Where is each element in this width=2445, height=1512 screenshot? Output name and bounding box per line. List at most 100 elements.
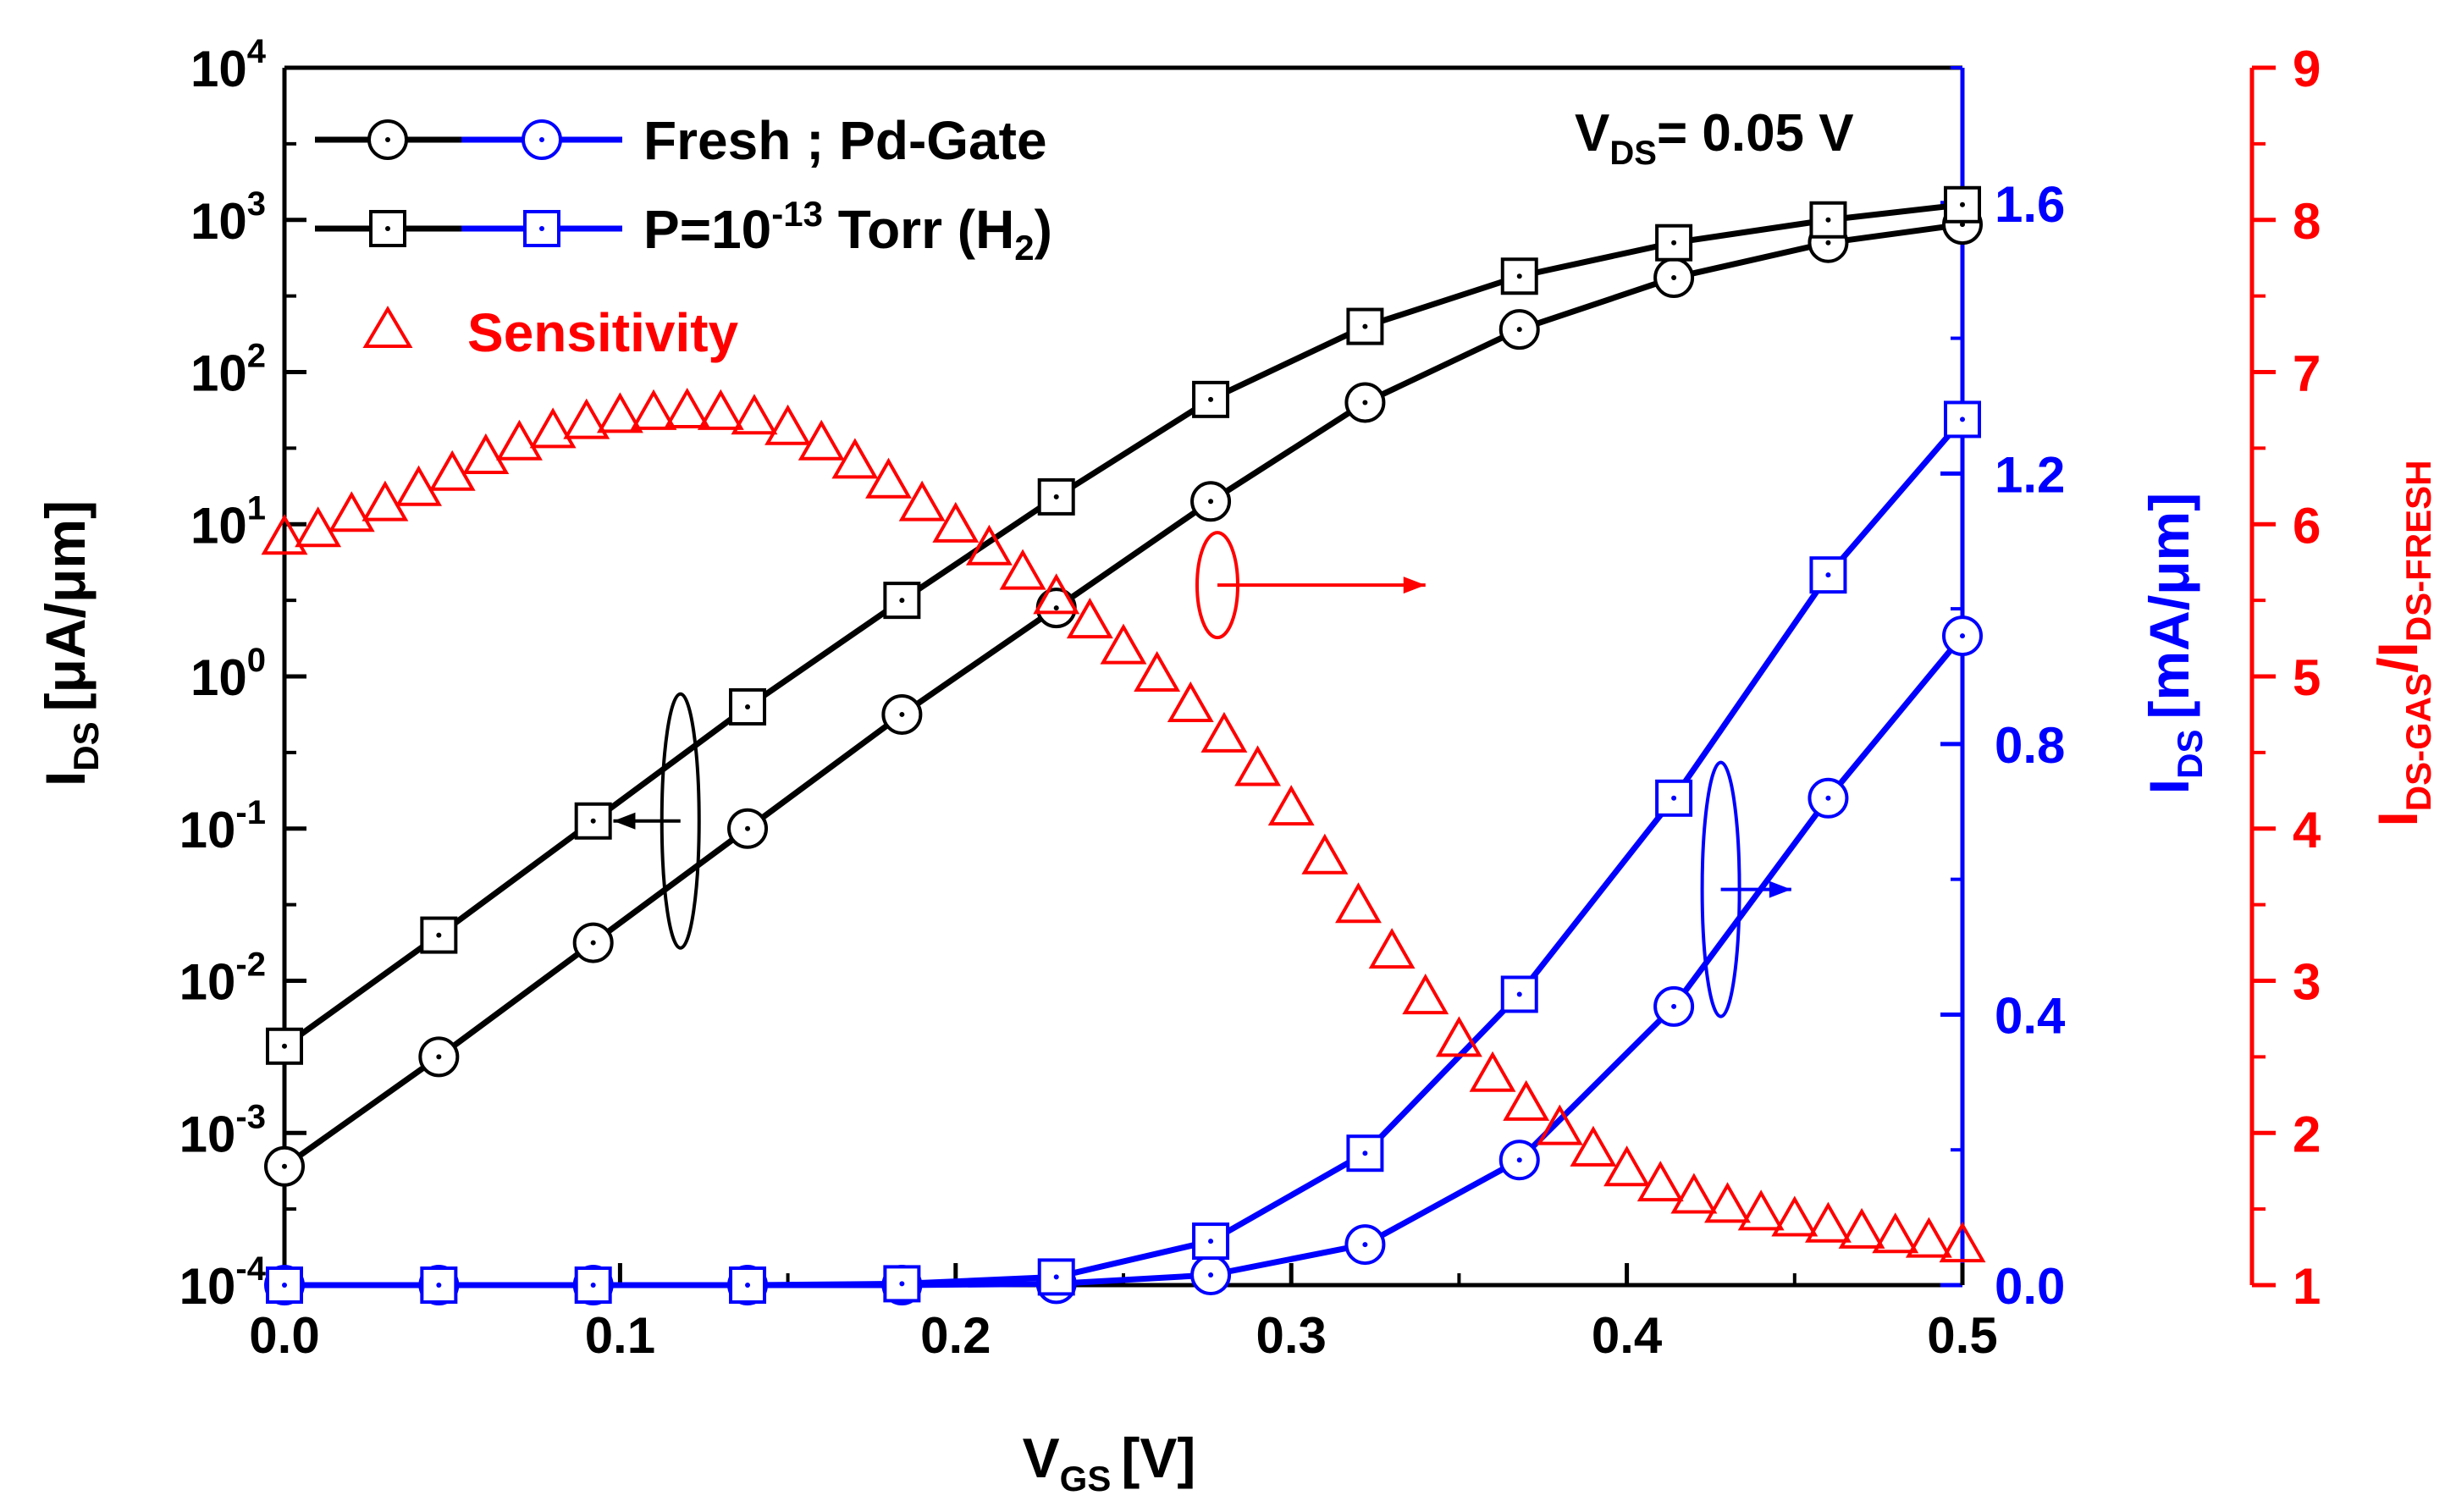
data-point [1402,974,1449,1015]
data-point [529,407,577,449]
data-point-dot [745,1283,751,1288]
data-point [1200,711,1248,753]
data-point-dot [1516,273,1522,279]
x-tick-label: 0.4 [1592,1307,1663,1364]
data-point-dot [1825,572,1831,578]
legend-fresh: Fresh ; Pd-Gate [315,110,1047,171]
right2-tick-label: 5 [2293,649,2321,706]
data-point [1771,1195,1819,1237]
data-point [764,404,812,445]
data-point-dot [590,940,596,946]
data-point [596,392,643,433]
right2-tick-label: 6 [2293,497,2321,554]
right1-tick-label: 0.4 [1995,987,2066,1044]
data-point [729,687,767,726]
x-tick-label: 0.3 [1256,1307,1326,1364]
right1-axis-title-sub: DS [2170,730,2210,779]
x-axis-title-main: V [1023,1426,1060,1489]
left-axis-title-sub: DS [66,721,106,770]
data-point-dot [590,818,596,824]
right1-axis-title-unit: [mA/μm] [2138,493,2200,720]
left-tick-label: 10-3 [179,1098,266,1162]
data-point-dot [1362,323,1368,329]
data-point [1704,1182,1751,1223]
data-point [898,480,946,521]
data-point-dot [1208,396,1214,402]
data-point-dot [1208,1239,1214,1244]
data-point-dot [1516,327,1522,333]
data-point [462,433,510,474]
series-line [284,417,1965,1289]
data-point [1737,1189,1785,1231]
data-point [1167,681,1214,722]
data-point-dot [745,825,751,831]
vds-annotation: VDS= 0.05 V [1575,104,1854,172]
right-axis-current: 0.0 0.4 0.8 1.2 1.6 [1940,66,2066,1315]
right2-tick-label: 3 [2293,954,2321,1011]
data-point-dot [745,704,751,709]
data-point [1435,1016,1482,1057]
annotation-arrow-head [1403,577,1426,594]
data-point [1301,833,1349,875]
data-point [1872,1212,1919,1254]
right1-axis-title: IDS [mA/μm] [2138,493,2210,794]
series-line [282,221,1963,1169]
data-point [798,419,845,461]
data-point [1267,785,1315,826]
data-point [395,465,443,506]
left-axis-title-unit: [μA/μm] [34,500,97,711]
data-point-dot [1362,1151,1368,1156]
x-axis-title-sub: GS [1060,1459,1112,1498]
data-point-dot [1053,605,1059,611]
data-point [1670,1173,1718,1214]
data-point-dot [1362,1242,1368,1248]
data-point [731,394,778,435]
data-point [1368,928,1416,969]
data-point-dot [590,1283,596,1288]
data-point [328,491,375,533]
bottom-axis: 0.0 0.1 0.2 0.3 0.4 0.5 [249,1263,1998,1364]
data-point [574,1266,612,1304]
data-point [1066,598,1113,639]
data-point-dot [1053,1274,1059,1280]
right1-tick-label: 0.8 [1995,717,2065,774]
right1-tick-label: 1.6 [1995,176,2065,233]
data-point-dot [282,1163,287,1169]
left-tick-label: 103 [190,185,266,250]
plot-frame [282,65,1965,1288]
right2-tick-label: 2 [2293,1106,2321,1162]
left-tick-label: 104 [190,33,267,97]
data-point-dot [436,932,442,938]
x-axis-title-unit: [V] [1121,1426,1195,1489]
data-point-dot [899,711,905,717]
series-line [282,201,1963,1049]
left-arrow-ellipse [613,692,701,950]
data-point-dot [899,1281,905,1287]
right2-tick-label: 4 [2293,802,2321,858]
right2-axis-title-slash: /I [2366,642,2429,673]
data-point [362,480,409,521]
data-point [831,438,879,479]
right2-tick-label: 8 [2293,193,2321,250]
data-point [1469,1051,1516,1092]
right1-axis-title-main: I [2138,779,2200,794]
data-point [1570,1125,1617,1167]
x-tick-label: 0.0 [249,1307,319,1364]
data-point-dot [1671,275,1677,281]
data-point [932,501,980,543]
data-point-dot [1825,217,1831,223]
legend: Fresh ; Pd-Gate P=10-13 Torr (H2) Sensit… [315,110,1052,363]
data-point [261,514,308,555]
data-point-dot [1960,633,1965,639]
data-point [729,1266,767,1304]
data-point-dot [1053,494,1059,499]
right2-tick-label: 1 [2293,1258,2321,1315]
data-point [1809,556,1847,594]
right2-tick-label: 7 [2293,345,2321,402]
legend-gas-close: ) [1035,199,1052,260]
data-point [1838,1207,1885,1249]
vds-annotation-value: = 0.05 V [1657,104,1854,163]
data-point [865,457,912,499]
left-tick-label: 102 [190,338,266,402]
